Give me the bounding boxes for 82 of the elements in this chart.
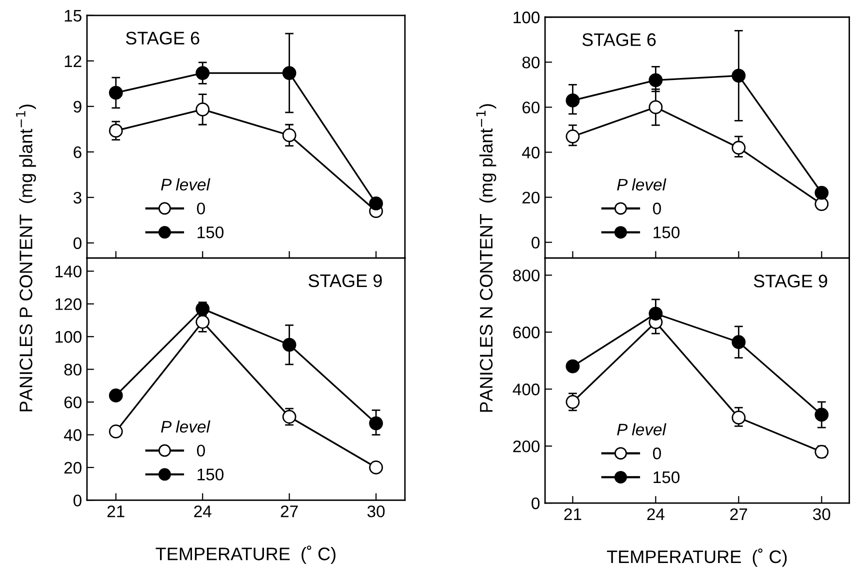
legend-label: 0 <box>653 448 661 460</box>
y-tick-label: 200 <box>513 440 540 452</box>
point <box>369 196 383 210</box>
y-tick-label: 15 <box>64 10 82 22</box>
point <box>648 306 663 321</box>
x-tick-label: 30 <box>367 505 385 518</box>
annotation: STAGE 6 <box>126 32 200 45</box>
point <box>196 102 210 116</box>
point <box>814 444 829 459</box>
y-tick-label: 80 <box>64 364 82 376</box>
x-tick-label: 21 <box>107 505 124 518</box>
annotation: STAGE 9 <box>308 274 382 288</box>
y-tick-label: 140 <box>56 266 82 278</box>
x-tick-label: 24 <box>194 505 212 518</box>
point <box>108 124 123 138</box>
point <box>282 66 296 80</box>
legend-label: 150 <box>198 468 224 480</box>
point <box>196 302 210 316</box>
point <box>566 94 580 108</box>
y-tick-label: 600 <box>513 326 540 338</box>
point <box>732 140 746 155</box>
y-tick-label: 120 <box>56 298 82 310</box>
point <box>814 408 829 422</box>
point <box>732 335 746 350</box>
y-tick-label: 60 <box>64 396 82 408</box>
x-tick-label: 30 <box>812 508 830 520</box>
y-tick-label: 40 <box>64 429 82 441</box>
x-tick-label: 21 <box>564 508 582 520</box>
y-tick-label: 0 <box>532 236 540 249</box>
point <box>108 86 123 100</box>
y-tick-label: 800 <box>513 270 540 282</box>
y-axis-title: PANICLES N CONTENT (mg plant$^{−1}$) <box>476 104 496 412</box>
point <box>732 410 746 425</box>
point <box>732 68 746 83</box>
legend-title: P level <box>617 178 666 191</box>
point <box>648 100 663 114</box>
point <box>369 416 383 430</box>
y-tick-label: 0 <box>532 497 540 510</box>
x-tick-label: 24 <box>647 508 664 520</box>
point <box>814 186 829 200</box>
legend-title: P level <box>161 178 210 191</box>
legend-title: P level <box>161 420 210 433</box>
x-tick-label: 27 <box>280 505 298 518</box>
legend-title: P level <box>617 423 666 436</box>
point <box>648 73 663 88</box>
point <box>566 130 580 144</box>
y-tick-label: 0 <box>74 237 82 250</box>
point <box>814 197 829 211</box>
y-tick-label: 0 <box>74 494 82 506</box>
legend-label: 0 <box>196 202 205 214</box>
y-tick-label: 12 <box>64 55 82 67</box>
y-tick-label: 20 <box>522 192 540 204</box>
y-tick-label: 3 <box>73 192 82 204</box>
y-tick-label: 100 <box>56 331 82 343</box>
point <box>282 338 296 352</box>
legend-label: 0 <box>653 202 661 214</box>
annotation: STAGE 9 <box>754 274 828 288</box>
legend-label: 150 <box>654 226 680 238</box>
point <box>108 424 123 438</box>
x-tick-label: 27 <box>730 508 748 520</box>
y-tick-label: 40 <box>522 146 540 158</box>
point <box>566 394 580 409</box>
y-tick-label: 400 <box>512 384 540 396</box>
y-tick-label: 60 <box>522 102 540 114</box>
y-axis-title: PANICLES P CONTENT (mg plant$^{−1}$) <box>16 104 36 412</box>
legend-label: 150 <box>654 471 680 484</box>
y-tick-label: 20 <box>64 462 82 474</box>
x-axis-title: TEMPERATURE (˚ C) <box>156 546 336 564</box>
legend-label: 0 <box>196 444 205 457</box>
point <box>369 460 383 474</box>
y-tick-label: 9 <box>74 100 82 113</box>
point <box>282 128 296 142</box>
y-tick-label: 100 <box>514 12 540 24</box>
y-tick-label: 6 <box>74 146 82 158</box>
annotation: STAGE 6 <box>582 33 656 46</box>
point <box>108 388 123 402</box>
point <box>566 359 580 374</box>
x-axis-title: TEMPERATURE (˚ C) <box>606 548 787 567</box>
legend-label: 150 <box>198 226 224 238</box>
point <box>196 314 210 329</box>
y-tick-label: 80 <box>522 56 540 68</box>
point <box>196 66 210 80</box>
